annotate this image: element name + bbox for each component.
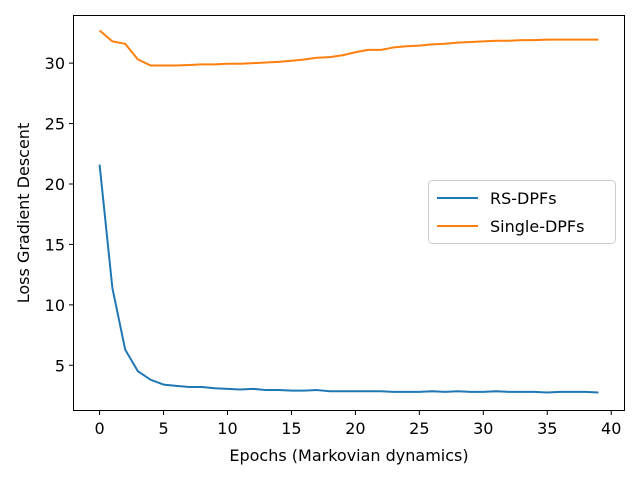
legend-label-single-dpfs: Single-DPFs bbox=[490, 217, 584, 236]
x-tick-label: 35 bbox=[537, 419, 557, 438]
series-line-single-dpfs bbox=[98, 29, 599, 67]
y-tick-label: 25 bbox=[45, 115, 65, 134]
y-axis-label: Loss Gradient Descent bbox=[14, 123, 33, 303]
y-tick-label: 20 bbox=[45, 175, 65, 194]
y-tick-label: 10 bbox=[45, 296, 65, 315]
y-tick-label: 5 bbox=[55, 356, 65, 375]
x-tick-label: 0 bbox=[94, 419, 104, 438]
legend-label-rs-dpfs: RS-DPFs bbox=[490, 189, 557, 208]
x-tick-label: 20 bbox=[345, 419, 365, 438]
x-tick-label: 30 bbox=[473, 419, 493, 438]
series-line-rs-dpfs bbox=[98, 164, 599, 394]
legend: RS-DPFs Single-DPFs bbox=[428, 180, 616, 244]
x-tick-label: 5 bbox=[158, 419, 168, 438]
plot-area-frame bbox=[73, 15, 625, 411]
series-lines bbox=[98, 29, 599, 394]
x-tick-label: 25 bbox=[409, 419, 429, 438]
x-axis-ticks: 0 5 10 15 20 25 30 35 40 bbox=[94, 410, 621, 438]
y-axis-ticks: 5 10 15 20 25 30 bbox=[45, 54, 74, 375]
legend-box bbox=[428, 180, 616, 244]
y-tick-label: 15 bbox=[45, 235, 65, 254]
x-tick-label: 15 bbox=[281, 419, 301, 438]
x-axis-label: Epochs (Markovian dynamics) bbox=[229, 446, 468, 465]
x-tick-label: 40 bbox=[601, 419, 621, 438]
x-tick-label: 10 bbox=[217, 419, 237, 438]
y-tick-label: 30 bbox=[45, 54, 65, 73]
